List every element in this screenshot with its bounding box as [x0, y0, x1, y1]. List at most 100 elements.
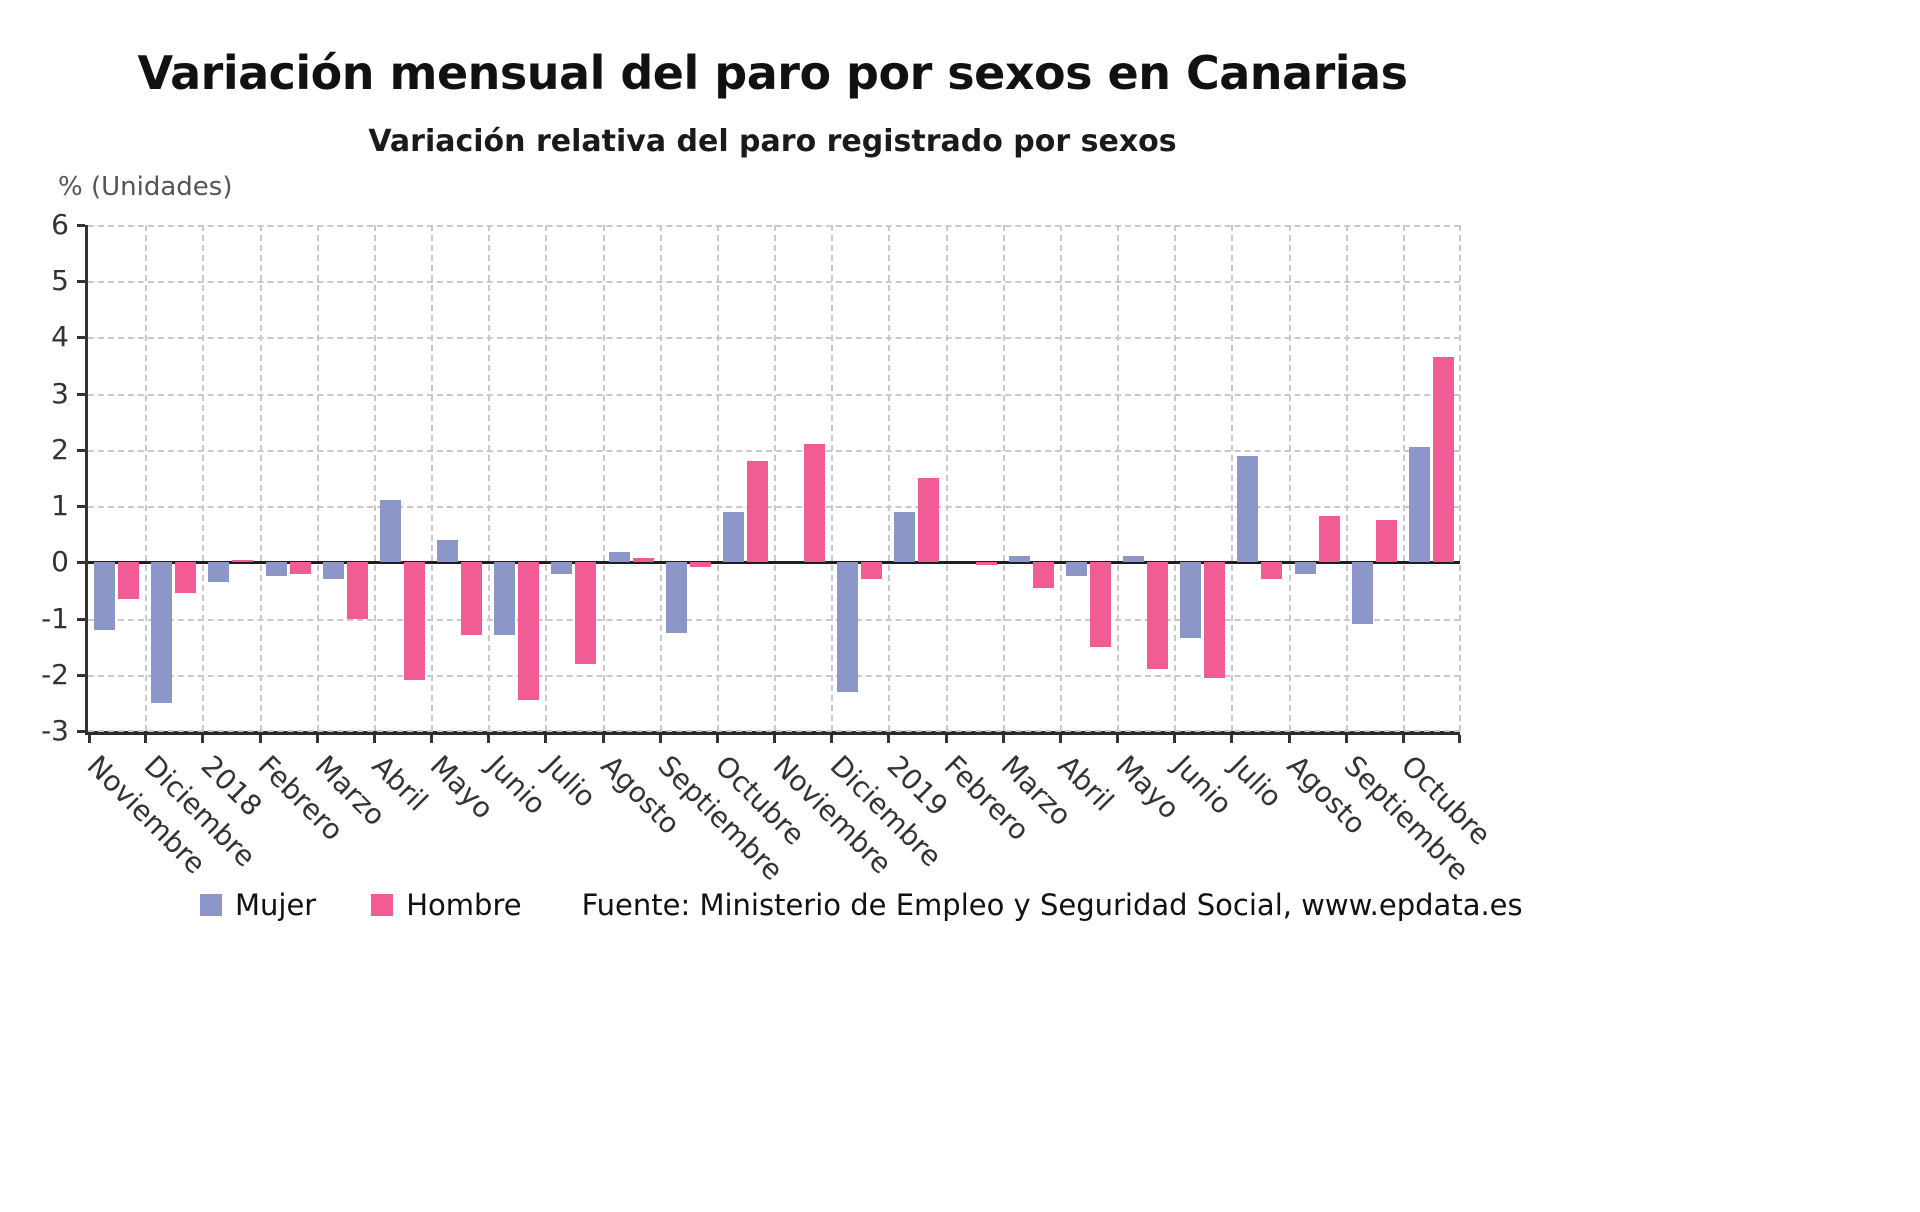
bar-hombre-diciembre-1	[175, 562, 197, 594]
plot-area	[77, 224, 1461, 743]
y-axis-tick-label: 5	[51, 264, 69, 298]
legend-label-mujer: Mujer	[235, 888, 317, 922]
v-gridline	[1402, 225, 1405, 731]
bar-mujer-julio-20	[1237, 455, 1259, 563]
x-axis-label: Mayo	[423, 749, 500, 826]
bar-mujer-septiembre-10	[665, 562, 687, 633]
bar-mujer-junio-7	[494, 562, 516, 636]
v-gridline	[259, 225, 262, 731]
v-gridline	[774, 225, 776, 731]
bar-mujer-octubre-23	[1408, 447, 1430, 563]
bar-hombre-septiembre-22	[1375, 520, 1397, 563]
legend-item-hombre: Hombre	[371, 888, 522, 922]
v-gridline	[602, 225, 605, 731]
v-gridline	[1288, 225, 1291, 731]
x-tickmark	[944, 735, 948, 743]
y-tickmark	[77, 448, 85, 452]
x-tickmark	[144, 735, 148, 743]
v-gridline	[1345, 225, 1348, 731]
bar-hombre-junio-7	[518, 562, 540, 701]
x-tickmark	[715, 735, 719, 743]
bar-mujer-mayo-6	[437, 539, 459, 563]
x-tickmark	[1344, 735, 1348, 743]
bar-mujer-febrero-3	[265, 562, 287, 577]
bar-hombre-agosto-9	[632, 557, 654, 563]
y-axis-tick-label: -1	[41, 601, 69, 635]
bar-hombre-noviembre-0	[118, 562, 140, 599]
bar-hombre-octubre-23	[1432, 357, 1454, 563]
bar-hombre-septiembre-10	[689, 562, 711, 567]
mujer-swatch-icon	[200, 894, 222, 916]
bar-mujer-2018-2	[208, 562, 230, 582]
y-axis-unit-label: % (Unidades)	[58, 172, 233, 202]
x-tickmark	[487, 735, 491, 743]
x-tickmark	[1001, 735, 1005, 743]
hombre-swatch-icon	[371, 894, 394, 916]
v-gridline	[1459, 225, 1461, 731]
bar-hombre-julio-8	[575, 562, 597, 664]
y-tickmark	[77, 617, 85, 621]
x-tickmark	[1173, 735, 1177, 743]
bar-hombre-2018-2	[232, 559, 254, 563]
x-tickmark	[830, 735, 834, 743]
x-tickmark	[1401, 735, 1405, 743]
x-tickmark	[601, 735, 605, 743]
bar-hombre-agosto-21	[1318, 516, 1340, 563]
bar-hombre-julio-20	[1261, 562, 1283, 580]
legend-item-mujer: Mujer	[200, 888, 316, 922]
v-gridline	[1231, 225, 1234, 731]
bar-hombre-marzo-16	[1032, 562, 1054, 588]
y-axis-tick-label: 3	[51, 376, 69, 410]
y-axis-tick-labels: -3 -2 -1 0 1 2 3 4 5 6	[5, 209, 69, 747]
bar-hombre-octubre-11	[746, 461, 768, 563]
bar-mujer-diciembre-13	[837, 562, 859, 692]
y-tickmark	[77, 280, 85, 284]
bar-mujer-septiembre-22	[1351, 562, 1373, 625]
v-gridline	[202, 225, 205, 731]
y-tickmark	[77, 730, 85, 733]
y-axis-tick-label: 6	[51, 208, 69, 241]
x-tickmark	[258, 735, 262, 743]
v-gridline	[945, 225, 948, 731]
bar-mujer-agosto-21	[1294, 562, 1316, 574]
v-gridline	[1002, 225, 1005, 731]
legend-label-hombre: Hombre	[406, 888, 522, 922]
v-gridline	[1059, 225, 1062, 731]
x-tickmark	[201, 735, 205, 743]
bar-hombre-febrero-3	[289, 562, 311, 574]
x-tickmark	[887, 735, 891, 743]
bar-hombre-2019-14	[918, 478, 940, 563]
bar-mujer-marzo-4	[322, 562, 344, 580]
x-tickmark	[1287, 735, 1291, 743]
v-gridline	[545, 225, 548, 731]
v-gridline	[716, 225, 719, 731]
bar-hombre-mayo-18	[1147, 562, 1169, 670]
x-tickmark	[88, 735, 91, 743]
y-tickmark	[77, 673, 85, 677]
v-gridline	[373, 225, 376, 731]
y-tickmark	[77, 336, 85, 340]
bar-mujer-abril-17	[1065, 562, 1087, 577]
v-gridline	[659, 225, 662, 731]
v-gridline	[145, 225, 148, 731]
h-gridline	[88, 730, 1460, 732]
bar-hombre-noviembre-12	[804, 444, 826, 563]
bar-mujer-julio-8	[551, 562, 573, 574]
bar-hombre-abril-5	[403, 562, 425, 681]
x-tickmark	[1116, 735, 1119, 743]
chart-title: Variación mensual del paro por sexos en …	[137, 46, 1408, 100]
x-axis-label: Julio	[537, 749, 603, 814]
v-gridline	[1117, 225, 1119, 731]
bar-hombre-abril-17	[1089, 562, 1111, 647]
v-gridline	[431, 225, 433, 731]
bar-hombre-marzo-4	[346, 562, 368, 619]
legend: Mujer Hombre Fuente: Ministerio de Emple…	[200, 888, 1523, 922]
bar-chart: -3 -2 -1 0 1 2 3 4 5 6 Noviembre Diciembre 2018 Febr…	[41, 209, 1498, 887]
y-axis-tick-label: 2	[51, 432, 69, 466]
y-axis-tick-label: 0	[51, 545, 69, 579]
bar-mujer-agosto-9	[608, 552, 630, 563]
y-axis-tick-label: -2	[41, 657, 69, 691]
v-gridline	[888, 225, 891, 731]
y-tickmark	[77, 505, 85, 509]
